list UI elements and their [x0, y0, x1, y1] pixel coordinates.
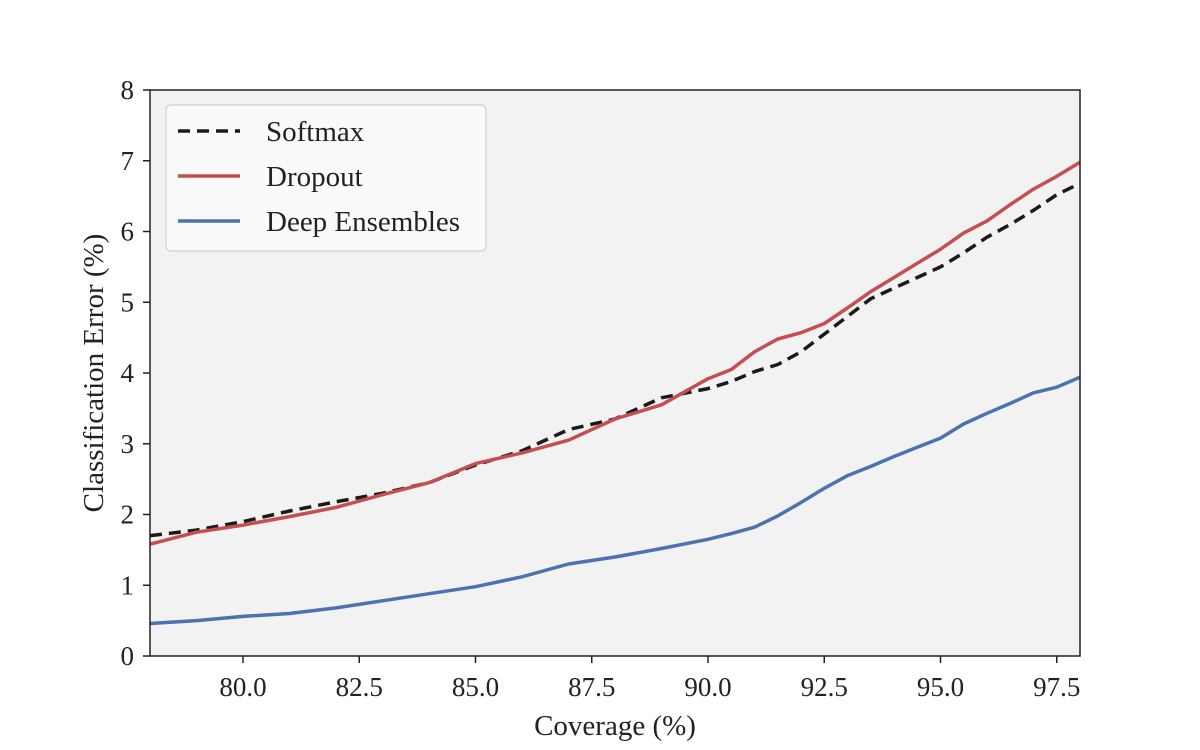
- y-axis-label: Classification Error (%): [78, 234, 110, 513]
- x-axis-label: Coverage (%): [534, 710, 696, 742]
- x-axis-ticks: 80.0 82.5 85.0 87.5 90.0 92.5 95.0 97.5: [219, 656, 1080, 702]
- series-layer: [150, 160, 1080, 626]
- x-tick-label: 85.0: [452, 672, 499, 702]
- y-tick-label: 2: [121, 500, 135, 530]
- y-tick-label: 4: [121, 358, 135, 388]
- x-tick-label: 87.5: [568, 672, 615, 702]
- legend: Softmax Dropout Deep Ensembles: [165, 104, 487, 252]
- x-tick-label: 92.5: [801, 672, 848, 702]
- x-tick-label: 80.0: [219, 672, 266, 702]
- legend-label-softmax: Softmax: [266, 116, 365, 148]
- x-tick-label: 97.5: [1033, 672, 1080, 702]
- y-tick-label: 3: [121, 429, 135, 459]
- legend-box: [165, 104, 487, 252]
- y-tick-label: 8: [121, 75, 135, 105]
- y-tick-label: 6: [121, 217, 135, 247]
- x-tick-label: 90.0: [684, 672, 731, 702]
- series-line-softmax: [150, 181, 1080, 538]
- y-tick-label: 7: [121, 146, 135, 176]
- y-tick-label: 0: [121, 641, 135, 671]
- x-tick-label: 82.5: [336, 672, 383, 702]
- y-axis-ticks: 0 1 2 3 4 5 6 7 8: [121, 75, 150, 671]
- y-tick-label: 1: [121, 570, 135, 600]
- legend-label-dropout: Dropout: [266, 161, 363, 193]
- legend-label-deep-ensembles: Deep Ensembles: [266, 206, 460, 238]
- y-tick-label: 5: [121, 287, 135, 317]
- x-tick-label: 95.0: [917, 672, 964, 702]
- series-line-deep-ensembles: [150, 375, 1080, 626]
- series-line-dropout: [150, 160, 1080, 546]
